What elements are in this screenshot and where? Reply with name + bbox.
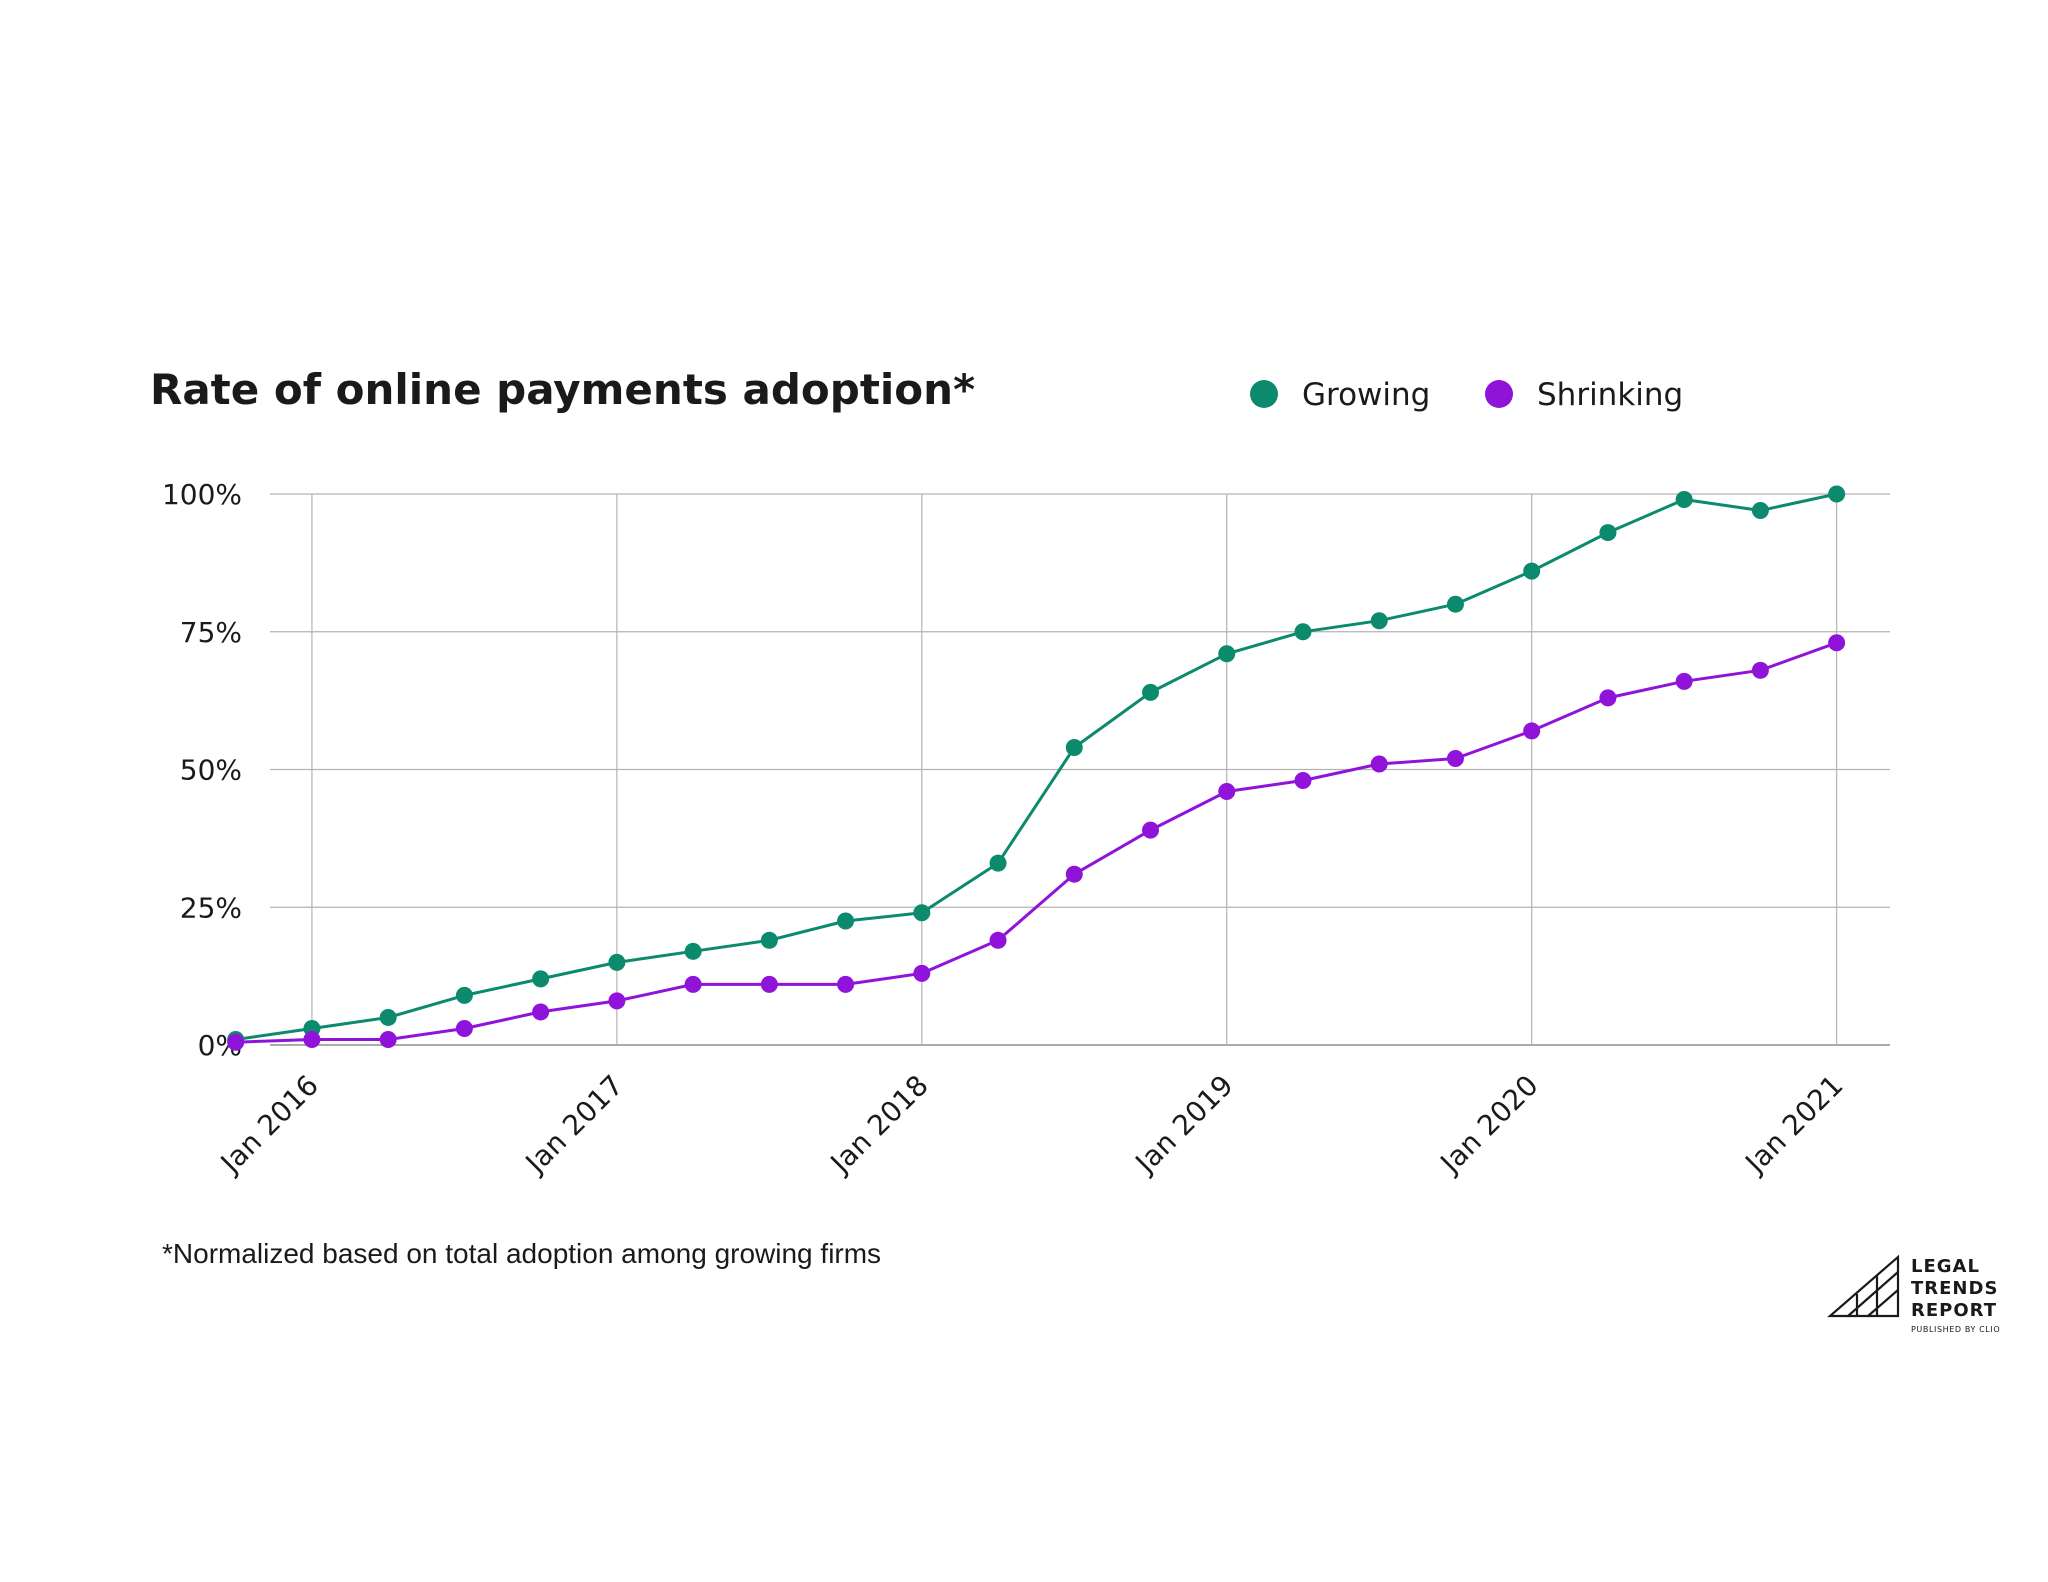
data-point-shrinking — [1446, 749, 1464, 767]
series-line-growing — [235, 492, 1837, 1041]
grid — [270, 493, 1890, 1046]
data-point-shrinking — [1370, 755, 1388, 773]
data-point-growing — [608, 953, 626, 971]
data-point-growing — [1828, 485, 1846, 503]
logo-text-published: PUBLISHED BY CLIO — [1911, 1325, 2000, 1334]
data-point-growing — [1523, 562, 1541, 580]
data-point-growing — [379, 1008, 397, 1026]
footnote: *Normalized based on total adoption amon… — [162, 1238, 881, 1269]
data-point-growing — [837, 912, 855, 930]
data-point-shrinking — [684, 975, 702, 993]
x-tick-label: Jan 2019 — [1128, 1069, 1240, 1181]
data-point-shrinking — [1828, 634, 1846, 652]
data-point-shrinking — [303, 1030, 321, 1048]
data-point-shrinking — [379, 1030, 397, 1048]
data-point-growing — [684, 942, 702, 960]
data-point-growing — [1218, 645, 1236, 663]
x-tick-label: Jan 2016 — [213, 1069, 325, 1181]
legend-label-shrinking: Shrinking — [1537, 377, 1683, 413]
chart-title: Rate of online payments adoption* — [150, 365, 975, 414]
data-point-shrinking — [1065, 865, 1083, 883]
data-point-growing — [1065, 738, 1083, 756]
data-point-growing — [913, 904, 931, 922]
data-point-shrinking — [455, 1019, 473, 1037]
data-point-growing — [1599, 524, 1617, 542]
data-point-shrinking — [532, 1003, 550, 1021]
x-tick-label: Jan 2017 — [518, 1069, 630, 1181]
data-point-growing — [1370, 612, 1388, 630]
legend-label-growing: Growing — [1302, 377, 1430, 413]
data-point-growing — [532, 970, 550, 988]
data-point-shrinking — [913, 964, 931, 982]
data-point-shrinking — [1218, 783, 1236, 801]
y-tick-label: 25% — [180, 891, 242, 924]
data-point-growing — [760, 931, 778, 949]
data-point-shrinking — [1523, 722, 1541, 740]
logo-text-legal: LEGAL — [1911, 1256, 1980, 1277]
legend: Growing Shrinking — [1250, 377, 1683, 413]
data-point-growing — [1751, 502, 1769, 520]
x-tick-label: Jan 2020 — [1433, 1069, 1545, 1181]
y-tick-label: 75% — [180, 616, 242, 649]
series — [227, 485, 1846, 1051]
data-point-shrinking — [227, 1033, 245, 1051]
data-point-shrinking — [837, 975, 855, 993]
y-tick-label: 50% — [180, 754, 242, 787]
data-point-shrinking — [1142, 821, 1160, 839]
data-point-shrinking — [1294, 772, 1312, 790]
legend-marker-growing — [1250, 380, 1278, 408]
legend-marker-shrinking — [1485, 380, 1513, 408]
y-tick-label: 100% — [162, 478, 242, 511]
data-point-growing — [1294, 623, 1312, 641]
x-tick-label: Jan 2021 — [1738, 1069, 1850, 1181]
data-point-growing — [455, 986, 473, 1004]
data-point-growing — [1446, 595, 1464, 613]
logo-text-trends: TRENDS — [1911, 1278, 1998, 1299]
y-axis-ticks: 0%25%50%75%100% — [162, 478, 242, 1062]
series-line-shrinking — [235, 641, 1838, 1044]
logo-mark-icon — [1827, 1254, 1900, 1318]
x-axis-ticks: Jan 2016 Jan 2017 Jan 2018 Jan 2019 Jan 2020… — [213, 1069, 1850, 1181]
logo-text-report: REPORT — [1911, 1300, 1997, 1321]
x-tick-label: Jan 2018 — [823, 1069, 935, 1181]
data-point-shrinking — [608, 992, 626, 1010]
data-point-shrinking — [1751, 661, 1769, 679]
data-point-shrinking — [1675, 672, 1693, 690]
data-point-growing — [1142, 683, 1160, 701]
data-point-growing — [989, 854, 1007, 872]
legal-trends-report-logo: LEGAL TRENDS REPORT PUBLISHED BY CLIO — [1827, 1254, 2000, 1334]
data-point-shrinking — [760, 975, 778, 993]
data-point-shrinking — [989, 931, 1007, 949]
data-point-shrinking — [1599, 689, 1617, 707]
data-point-growing — [1675, 491, 1693, 509]
